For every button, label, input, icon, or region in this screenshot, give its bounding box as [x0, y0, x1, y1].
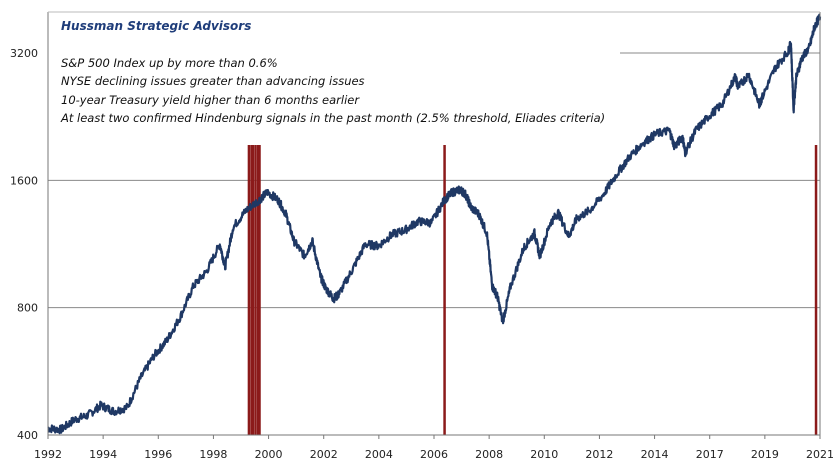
x-tick-label: 2017 — [696, 448, 724, 461]
series-layer — [47, 13, 822, 435]
y-tick-label: 1600 — [10, 174, 38, 187]
x-tick-label: 1996 — [144, 448, 172, 461]
annotation-line-2: NYSE declining issues greater than advan… — [61, 74, 365, 88]
signal-markers — [247, 145, 818, 435]
x-tick-label: 2019 — [751, 448, 779, 461]
tick-labels: 400 800 1600 3200 1992 1994 1996 1998 2000 2002 20… — [10, 47, 834, 461]
x-tick-label: 1998 — [199, 448, 227, 461]
x-tick-label: 2021 — [806, 448, 834, 461]
x-tick-label: 2002 — [310, 448, 338, 461]
x-tick-label: 2008 — [475, 448, 503, 461]
x-tick-label: 2006 — [420, 448, 448, 461]
annotation-line-1: S&P 500 Index up by more than 0.6% — [61, 56, 278, 70]
annotation-line-3: 10-year Treasury yield higher than 6 mon… — [61, 93, 360, 107]
y-tick-label: 400 — [17, 429, 38, 442]
x-tick-label: 2010 — [530, 448, 558, 461]
x-tick-label: 2012 — [585, 448, 613, 461]
x-tick-label: 1994 — [89, 448, 117, 461]
x-tick-label: 1992 — [34, 448, 62, 461]
sp500-series-line — [47, 13, 822, 435]
annotation-line-4: At least two confirmed Hindenburg signal… — [60, 111, 605, 125]
source-label: Hussman Strategic Advisors — [61, 19, 251, 33]
gridlines — [48, 52, 820, 309]
y-tick-label: 800 — [17, 302, 38, 315]
x-tick-label: 2014 — [641, 448, 669, 461]
y-tick-label: 3200 — [10, 47, 38, 60]
x-tick-label: 2000 — [255, 448, 283, 461]
x-tick-label: 2004 — [365, 448, 393, 461]
annotation-block: Hussman Strategic Advisors S&P 500 Index… — [60, 19, 605, 125]
